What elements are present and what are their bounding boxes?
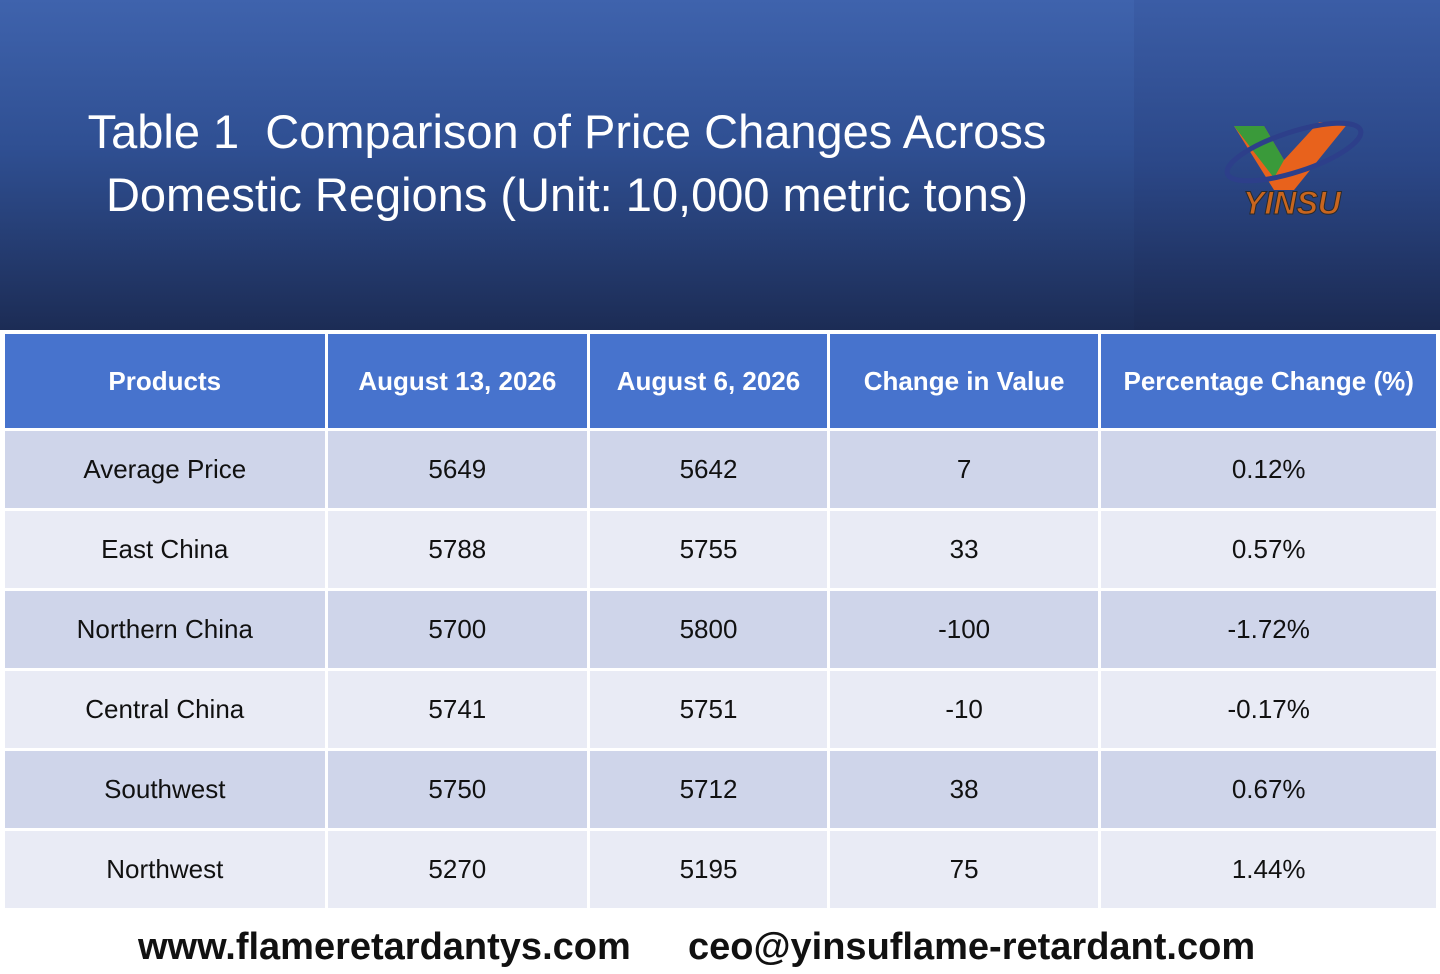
table-row: Northwest 5270 5195 75 1.44%: [5, 831, 1436, 908]
region-cell: East China: [5, 511, 325, 588]
value-cell: 5270: [327, 831, 588, 908]
value-cell: 0.67%: [1101, 751, 1436, 828]
table-row: Central China 5741 5751 -10 -0.17%: [5, 671, 1436, 748]
value-cell: 5751: [590, 671, 827, 748]
value-cell: 5642: [590, 431, 827, 508]
region-cell: Northwest: [5, 831, 325, 908]
region-cell: Northern China: [5, 591, 325, 668]
value-cell: 1.44%: [1101, 831, 1436, 908]
logo-text: YINSU: [1243, 185, 1342, 221]
footer: www.flameretardantys.com ceo@yinsuflame-…: [0, 926, 1440, 974]
table-row: Northern China 5700 5800 -100 -1.72%: [5, 591, 1436, 668]
table-row: Southwest 5750 5712 38 0.67%: [5, 751, 1436, 828]
title: Table 1 Comparison of Price Changes Acro…: [0, 100, 1134, 226]
value-cell: 5700: [327, 591, 588, 668]
logo: YINSU: [1224, 120, 1364, 222]
value-cell: -1.72%: [1101, 591, 1436, 668]
banner: Table 1 Comparison of Price Changes Acro…: [0, 0, 1440, 330]
price-table: Products August 13, 2026 August 6, 2026 Cha…: [2, 331, 1439, 911]
value-cell: 5741: [327, 671, 588, 748]
title-line: Domestic Regions (Unit: 10,000 metric to…: [105, 168, 1029, 221]
value-cell: -0.17%: [1101, 671, 1436, 748]
email: ceo@yinsuflame-retardant.com: [688, 926, 1256, 968]
title-line: Table 1 Comparison of Price Changes Acro…: [87, 105, 1047, 158]
value-cell: -10: [829, 671, 1099, 748]
value-cell: 5800: [590, 591, 827, 668]
table-row: Average Price 5649 5642 7 0.12%: [5, 431, 1436, 508]
value-cell: 5750: [327, 751, 588, 828]
header-row: Products August 13, 2026 August 6, 2026 Cha…: [5, 334, 1436, 428]
column-header: August 13, 2026: [327, 334, 588, 428]
value-cell: 5712: [590, 751, 827, 828]
value-cell: 33: [829, 511, 1099, 588]
column-header: Products: [5, 334, 325, 428]
value-cell: 5788: [327, 511, 588, 588]
region-cell: Average Price: [5, 431, 325, 508]
region-cell: Central China: [5, 671, 325, 748]
value-cell: 0.57%: [1101, 511, 1436, 588]
value-cell: 5755: [590, 511, 827, 588]
logo-panel: YINSU: [1134, 0, 1440, 330]
value-cell: 5195: [590, 831, 827, 908]
value-cell: 38: [829, 751, 1099, 828]
website: www.flameretardantys.com: [138, 926, 631, 968]
column-header: August 6, 2026: [590, 334, 827, 428]
logo-ring: [1224, 120, 1364, 184]
region-cell: Southwest: [5, 751, 325, 828]
value-cell: 5649: [327, 431, 588, 508]
value-cell: 75: [829, 831, 1099, 908]
column-header: Change in Value: [829, 334, 1099, 428]
column-header: Percentage Change (%): [1101, 334, 1436, 428]
value-cell: 0.12%: [1101, 431, 1436, 508]
value-cell: 7: [829, 431, 1099, 508]
value-cell: -100: [829, 591, 1099, 668]
table-row: East China 5788 5755 33 0.57%: [5, 511, 1436, 588]
